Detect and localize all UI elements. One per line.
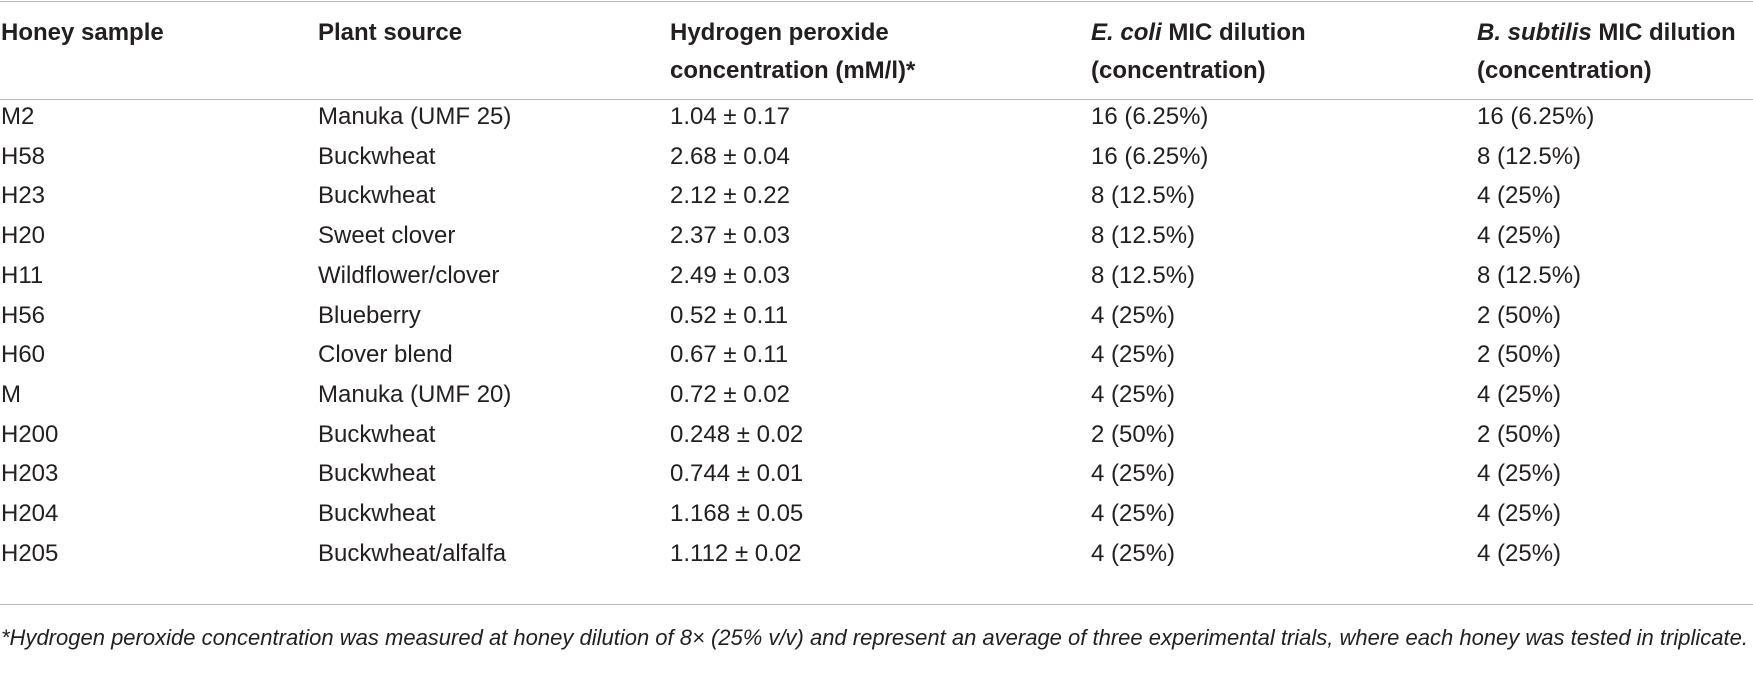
cell-bsubtilis-mic: 4 (25%) [1477,182,1562,209]
cell-bsubtilis-mic: 4 (25%) [1477,500,1562,527]
cell-ecoli-mic: 4 (25%) [1091,302,1176,329]
header-ecoli-mic: E. coli MIC dilution (concentration) [1091,14,1306,90]
cell-bsubtilis-mic: 16 (6.25%) [1477,103,1595,130]
cell-ecoli-mic: 8 (12.5%) [1091,222,1196,249]
header-ecoli-line2: (concentration) [1091,57,1266,84]
cell-plant-source: Sweet clover [318,222,456,249]
cell-bsubtilis-mic: 2 (50%) [1477,341,1562,368]
table-bottom-rule [0,604,1753,605]
cell-hydrogen-peroxide: 1.04 ± 0.17 [670,103,790,130]
cell-hydrogen-peroxide: 2.37 ± 0.03 [670,222,790,249]
table-top-rule [0,1,1753,2]
header-ecoli-line1: E. coli MIC dilution [1091,14,1306,52]
cell-plant-source: Buckwheat [318,460,436,487]
cell-honey-sample: H56 [1,302,46,329]
header-h2o2-line1: Hydrogen peroxide [670,19,889,46]
cell-ecoli-mic: 2 (50%) [1091,421,1176,448]
cell-bsubtilis-mic: 4 (25%) [1477,540,1562,567]
cell-hydrogen-peroxide: 0.52 ± 0.11 [670,302,789,329]
cell-honey-sample: H20 [1,222,46,249]
cell-hydrogen-peroxide: 0.744 ± 0.01 [670,460,804,487]
cell-plant-source: Buckwheat [318,143,436,170]
header-bsub-line1: B. subtilis MIC dilution [1477,14,1736,52]
cell-hydrogen-peroxide: 0.248 ± 0.02 [670,421,804,448]
header-hydrogen-peroxide: Hydrogen peroxide concentration (mM/l)* [670,14,915,90]
cell-hydrogen-peroxide: 2.49 ± 0.03 [670,262,790,289]
header-honey-sample-text: Honey sample [1,19,164,46]
cell-ecoli-mic: 4 (25%) [1091,460,1176,487]
cell-plant-source: Blueberry [318,302,421,329]
cell-hydrogen-peroxide: 0.67 ± 0.11 [670,341,789,368]
cell-honey-sample: H200 [1,421,59,448]
cell-ecoli-mic: 16 (6.25%) [1091,103,1209,130]
cell-ecoli-mic: 8 (12.5%) [1091,182,1196,209]
header-plant-source-text: Plant source [318,19,463,46]
cell-plant-source: Buckwheat [318,500,436,527]
cell-honey-sample: H11 [1,262,44,289]
cell-honey-sample: H203 [1,460,59,487]
table-footnote: *Hydrogen peroxide concentration was mea… [1,625,1748,650]
cell-honey-sample: H205 [1,540,59,567]
cell-ecoli-mic: 4 (25%) [1091,341,1176,368]
cell-bsubtilis-mic: 4 (25%) [1477,381,1562,408]
header-bsubtilis-mic: B. subtilis MIC dilution (concentration) [1477,14,1736,90]
cell-ecoli-mic: 8 (12.5%) [1091,262,1196,289]
cell-bsubtilis-mic: 2 (50%) [1477,421,1562,448]
cell-honey-sample: M [1,381,21,408]
cell-plant-source: Manuka (UMF 20) [318,381,512,408]
cell-ecoli-mic: 4 (25%) [1091,381,1176,408]
cell-plant-source: Wildflower/clover [318,262,500,289]
cell-honey-sample: H204 [1,500,59,527]
header-h2o2-line2: concentration (mM/l)* [670,57,916,84]
header-honey-sample: Honey sample [1,14,164,52]
cell-hydrogen-peroxide: 1.168 ± 0.05 [670,500,804,527]
cell-bsubtilis-mic: 4 (25%) [1477,222,1562,249]
cell-ecoli-mic: 4 (25%) [1091,540,1176,567]
cell-hydrogen-peroxide: 1.112 ± 0.02 [670,540,802,567]
cell-hydrogen-peroxide: 2.68 ± 0.04 [670,143,790,170]
cell-plant-source: Manuka (UMF 25) [318,103,512,130]
cell-bsubtilis-mic: 2 (50%) [1477,302,1562,329]
cell-plant-source: Buckwheat/alfalfa [318,540,507,567]
cell-honey-sample: H60 [1,341,46,368]
cell-honey-sample: H58 [1,143,46,170]
cell-plant-source: Clover blend [318,341,453,368]
cell-hydrogen-peroxide: 2.12 ± 0.22 [670,182,790,209]
header-ecoli-species: E. coli [1091,19,1162,46]
cell-bsubtilis-mic: 8 (12.5%) [1477,262,1582,289]
header-bsub-species: B. subtilis [1477,19,1592,46]
cell-bsubtilis-mic: 8 (12.5%) [1477,143,1582,170]
header-divider-rule [0,99,1753,100]
header-bsub-rest: MIC dilution [1591,19,1736,46]
cell-honey-sample: M2 [1,103,35,130]
cell-bsubtilis-mic: 4 (25%) [1477,460,1562,487]
header-ecoli-rest: MIC dilution [1161,19,1306,46]
cell-honey-sample: H23 [1,182,46,209]
cell-plant-source: Buckwheat [318,421,436,448]
cell-ecoli-mic: 16 (6.25%) [1091,143,1209,170]
header-bsub-line2: (concentration) [1477,57,1652,84]
cell-ecoli-mic: 4 (25%) [1091,500,1176,527]
cell-plant-source: Buckwheat [318,182,436,209]
cell-hydrogen-peroxide: 0.72 ± 0.02 [670,381,790,408]
header-plant-source: Plant source [318,14,462,52]
